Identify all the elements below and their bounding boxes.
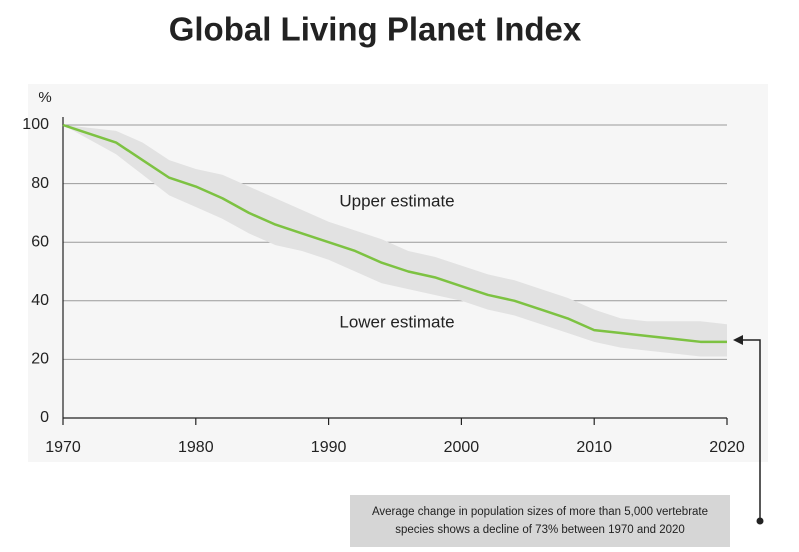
- x-tick-label: 2010: [576, 439, 612, 456]
- uncertainty-band: [63, 125, 727, 357]
- y-tick-label: 40: [31, 292, 49, 309]
- annotation-text: species shows a decline of 73% between 1…: [395, 524, 685, 536]
- x-tick-label: 1990: [311, 439, 347, 456]
- annotation-text: Average change in population sizes of mo…: [372, 506, 708, 518]
- y-tick-label: 20: [31, 351, 49, 368]
- arrow-head: [733, 335, 743, 345]
- y-tick-label: 0: [40, 409, 49, 426]
- band-label: Upper estimate: [339, 191, 454, 210]
- arrow-dot: [756, 517, 764, 525]
- x-tick-label: 2020: [709, 439, 745, 456]
- x-tick-label: 2000: [444, 439, 480, 456]
- band-label: Lower estimate: [339, 312, 454, 331]
- chart-title: Global Living Planet Index: [169, 11, 582, 48]
- annotation-arrow: [741, 339, 761, 520]
- y-axis-label: %: [38, 89, 51, 106]
- y-tick-label: 100: [22, 116, 49, 133]
- y-tick-label: 80: [31, 175, 49, 192]
- y-tick-label: 60: [31, 233, 49, 250]
- annotation-box: [350, 495, 730, 547]
- x-tick-label: 1970: [45, 439, 81, 456]
- index-line: [62, 123, 727, 344]
- x-tick-label: 1980: [178, 439, 214, 456]
